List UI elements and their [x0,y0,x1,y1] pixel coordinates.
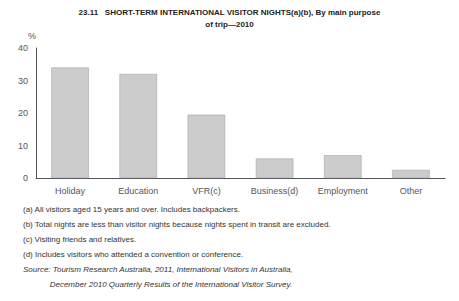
svg-text:of trip—2010: of trip—2010 [205,20,254,29]
svg-text:%: % [28,31,36,41]
svg-text:Education: Education [118,186,158,196]
svg-text:Source: Tourism Research Austr: Source: Tourism Research Australia, 2011… [23,265,293,274]
svg-text:(a) All visitors aged 15 years: (a) All visitors aged 15 years and over.… [23,205,240,214]
svg-text:VFR(c): VFR(c) [192,186,221,196]
svg-text:30: 30 [18,76,28,86]
svg-text:Holiday: Holiday [55,186,86,196]
svg-text:23.11 SHORT-TERM INTERNATION: 23.11 SHORT-TERM INTERNATIONAL VISITOR N… [79,8,381,17]
svg-text:Business(d): Business(d) [251,186,299,196]
svg-text:(c) Visiting friends and relat: (c) Visiting friends and relatives. [23,235,136,244]
svg-text:Employment: Employment [318,186,369,196]
svg-text:Other: Other [400,186,423,196]
svg-text:(b) Total nights are less than: (b) Total nights are less than visitor n… [23,220,331,229]
svg-text:20: 20 [18,108,28,118]
svg-text:10: 10 [18,141,28,151]
svg-text:December 2010 Quarterly Result: December 2010 Quarterly Results of the I… [23,280,292,289]
svg-text:40: 40 [18,43,28,53]
svg-text:(d) Includes visitors who atte: (d) Includes visitors who attended a con… [23,250,243,259]
svg-text:0: 0 [23,173,28,183]
